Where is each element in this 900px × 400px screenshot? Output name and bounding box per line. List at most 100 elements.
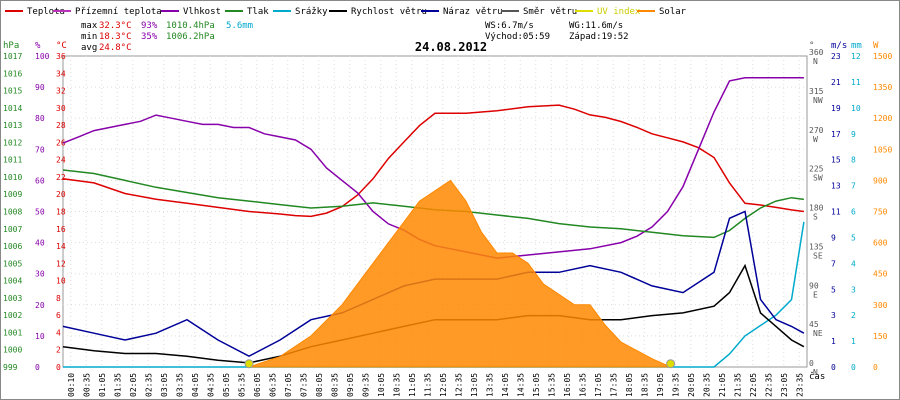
axis-tick-hpa: 1016: [3, 69, 22, 78]
x-tick-label: 02:35: [144, 373, 153, 397]
x-tick-label: 13:35: [485, 373, 494, 397]
x-tick-label: 23:05: [780, 373, 789, 397]
point-uv-index: [244, 359, 254, 369]
axis-tick-direction: 270: [809, 126, 824, 135]
x-tick-label: 03:35: [175, 373, 184, 397]
axis-tick-celsius: 32: [56, 87, 66, 96]
stat-avg-label: avg: [81, 43, 97, 53]
axis-tick-ms: 11: [831, 208, 841, 217]
axis-tick-mm: 3: [851, 285, 856, 294]
axis-tick-celsius: 36: [56, 52, 66, 61]
axis-tick-mm: 2: [851, 311, 856, 320]
axis-tick-w: 1200: [873, 114, 892, 123]
axis-tick-percent: 10: [35, 332, 45, 341]
legend-item: UV index: [597, 7, 641, 17]
axis-tick-w: 150: [873, 332, 888, 341]
x-tick-label: 12:35: [454, 373, 463, 397]
axis-tick-ms: 21: [831, 78, 841, 87]
axis-title-percent: %: [35, 41, 41, 51]
axis-tick-mm: 4: [851, 259, 856, 268]
axis-tick-percent: 80: [35, 114, 45, 123]
x-tick-label: 18:05: [625, 373, 634, 397]
x-tick-label: 04:35: [206, 373, 215, 397]
axis-tick-direction: 315: [809, 87, 824, 96]
axis-tick-hpa: 1006: [3, 242, 22, 251]
axes: hPa9991000100110021003100410051006100710…: [3, 41, 892, 377]
x-tick-label: 05:35: [237, 373, 246, 397]
axis-tick-mm: 7: [851, 182, 856, 191]
axis-tick-mm: 9: [851, 130, 856, 139]
axis-title-hpa: hPa: [3, 41, 19, 51]
legend-item: Směr větru: [523, 7, 577, 17]
axis-tick-celsius: 8: [56, 294, 61, 303]
stat-min-hum: 35%: [141, 32, 158, 42]
stat-min-press: 1006.2hPa: [166, 32, 215, 42]
axis-tick-direction: 45: [809, 320, 819, 329]
axis-tick-celsius: 12: [56, 259, 66, 268]
axis-tick-mm: 1: [851, 337, 856, 346]
axis-title-celsius: °C: [56, 41, 67, 51]
x-tick-label: 11:35: [423, 373, 432, 397]
axis-tick-celsius: 18: [56, 208, 66, 217]
x-tick-labels: 00:10 00:35 01:05 01:35 02:05 02:35 03:05 03:35…: [67, 373, 805, 397]
x-axis-label: čas: [809, 371, 825, 382]
x-tick-label: 19:05: [656, 373, 665, 397]
axis-tick-hpa: 1010: [3, 173, 22, 182]
axis-title-direction: °: [809, 41, 814, 51]
axis-tick-direction-dir: SE: [813, 251, 823, 260]
x-tick-label: 10:35: [392, 373, 401, 397]
axis-tick-percent: 0: [35, 363, 40, 372]
axis-tick-direction-dir: NE: [813, 329, 823, 338]
axis-tick-percent: 50: [35, 208, 45, 217]
axis-tick-celsius: 6: [56, 311, 61, 320]
x-tick-label: 12:05: [439, 373, 448, 397]
point-uv-index: [666, 359, 676, 369]
axis-tick-ms: 0: [831, 363, 836, 372]
x-tick-label: 10:05: [377, 373, 386, 397]
x-tick-label: 14:05: [501, 373, 510, 397]
stat-max-rain: 5.6mm: [226, 21, 253, 31]
x-tick-label: 09:05: [346, 373, 355, 397]
axis-tick-mm: 0: [851, 363, 856, 372]
stat-avg-temp: 24.8°C: [99, 43, 132, 53]
x-tick-label: 19:35: [671, 373, 680, 397]
legend-item: Přízemní teplota: [75, 7, 162, 17]
x-tick-label: 08:35: [330, 373, 339, 397]
axis-tick-celsius: 22: [56, 173, 66, 182]
axis-tick-celsius: 30: [56, 104, 66, 113]
axis-tick-celsius: 16: [56, 225, 66, 234]
axis-tick-w: 1050: [873, 145, 892, 154]
axis-tick-celsius: 4: [56, 328, 61, 337]
x-tick-label: 21:35: [733, 373, 742, 397]
axis-tick-w: 750: [873, 208, 888, 217]
axis-tick-w: 450: [873, 270, 888, 279]
legend: Teplota Přízemní teplota Vlhkost Tlak Srážky…: [5, 7, 687, 17]
x-tick-label: 09:35: [361, 373, 370, 397]
axis-tick-direction: 90: [809, 281, 819, 290]
axis-tick-direction: 360: [809, 48, 824, 57]
axis-tick-direction-dir: N: [813, 57, 818, 66]
axis-tick-hpa: 999: [3, 363, 18, 372]
chart-title: 24.08.2012: [415, 40, 487, 54]
axis-tick-hpa: 1002: [3, 311, 22, 320]
axis-tick-hpa: 1013: [3, 121, 22, 130]
x-tick-label: 07:35: [299, 373, 308, 397]
x-tick-label: 15:05: [532, 373, 541, 397]
stat-wg: WG:11.6m/s: [569, 21, 623, 31]
x-tick-label: 21:05: [718, 373, 727, 397]
axis-tick-direction-dir: S: [813, 213, 818, 222]
series-layer: [62, 77, 805, 369]
stats-panel: max 32.3°C 93% 1010.4hPa 5.6mm min 18.3°…: [81, 21, 629, 53]
x-tick-label: 16:35: [578, 373, 587, 397]
x-tick-label: 05:05: [222, 373, 231, 397]
axis-tick-percent: 70: [35, 145, 45, 154]
axis-tick-hpa: 1011: [3, 156, 22, 165]
axis-title-w: W: [873, 41, 879, 51]
axis-tick-celsius: 0: [56, 363, 61, 372]
axis-tick-percent: 90: [35, 83, 45, 92]
x-tick-label: 01:35: [113, 373, 122, 397]
x-tick-label: 01:05: [98, 373, 107, 397]
axis-tick-w: 300: [873, 301, 888, 310]
axis-tick-celsius: 34: [56, 69, 66, 78]
